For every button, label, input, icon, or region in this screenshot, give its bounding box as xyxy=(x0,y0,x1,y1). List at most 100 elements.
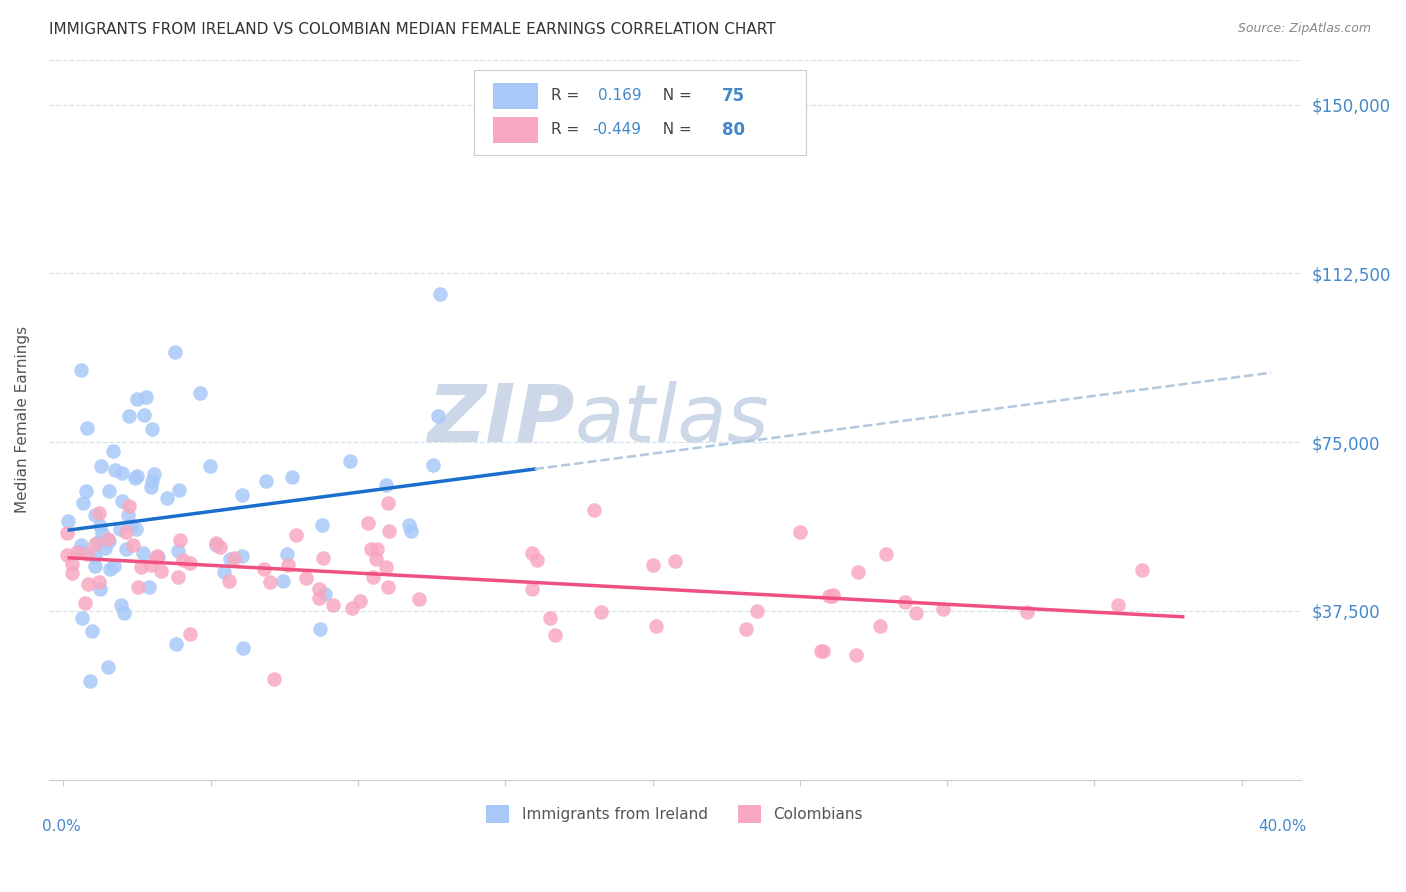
Point xyxy=(422,458,444,472)
Point xyxy=(111,466,134,480)
Text: N =: N = xyxy=(654,88,697,103)
Point xyxy=(98,484,121,499)
Point xyxy=(55,525,77,540)
Point xyxy=(149,564,172,578)
Text: Source: ZipAtlas.com: Source: ZipAtlas.com xyxy=(1237,22,1371,36)
Point xyxy=(110,598,132,612)
Point xyxy=(129,560,152,574)
Point xyxy=(97,532,120,546)
Point xyxy=(72,496,94,510)
Point xyxy=(146,549,169,564)
Point xyxy=(131,546,153,560)
Point xyxy=(398,517,420,532)
Point xyxy=(366,551,388,566)
Point xyxy=(811,644,834,658)
Text: 80: 80 xyxy=(723,121,745,139)
Point xyxy=(79,673,101,688)
Point xyxy=(118,409,141,423)
Point xyxy=(167,544,190,558)
Point xyxy=(399,524,422,539)
Point xyxy=(308,582,330,597)
Point xyxy=(172,553,194,567)
FancyBboxPatch shape xyxy=(494,83,538,109)
Point xyxy=(94,541,117,555)
Point xyxy=(125,468,148,483)
Point xyxy=(112,606,135,620)
Point xyxy=(218,574,240,589)
Point xyxy=(277,558,299,573)
Point xyxy=(205,536,228,550)
Point xyxy=(169,533,191,547)
Point xyxy=(280,469,302,483)
Point xyxy=(58,514,80,528)
Point xyxy=(87,575,110,590)
Point xyxy=(75,483,97,498)
Point xyxy=(139,558,162,573)
Point xyxy=(84,559,107,574)
Point xyxy=(349,594,371,608)
Point xyxy=(76,421,98,435)
Point xyxy=(308,591,330,606)
Point xyxy=(526,553,548,567)
Point xyxy=(179,556,201,570)
Point xyxy=(76,547,98,561)
Point xyxy=(311,517,333,532)
Point xyxy=(125,522,148,536)
Point xyxy=(1130,563,1153,577)
Point xyxy=(427,409,450,423)
Point xyxy=(284,528,307,542)
Point xyxy=(252,562,274,576)
Point xyxy=(72,610,94,624)
Point xyxy=(378,524,401,538)
Text: R =: R = xyxy=(551,88,593,103)
Point xyxy=(77,577,100,591)
Text: 0.169: 0.169 xyxy=(599,88,643,103)
Point xyxy=(89,519,111,533)
Point xyxy=(82,624,104,639)
Point xyxy=(89,582,111,596)
Point xyxy=(98,561,121,575)
Point xyxy=(84,537,107,551)
Point xyxy=(932,602,955,616)
Point xyxy=(90,525,112,540)
Point xyxy=(167,569,190,583)
Point xyxy=(146,549,169,564)
Point xyxy=(429,286,451,301)
Point xyxy=(156,491,179,505)
Point xyxy=(869,618,891,632)
Point xyxy=(55,548,77,562)
Point xyxy=(821,589,844,603)
Point xyxy=(125,392,148,406)
Point xyxy=(111,494,134,508)
Point xyxy=(589,605,612,619)
Text: IMMIGRANTS FROM IRELAND VS COLOMBIAN MEDIAN FEMALE EARNINGS CORRELATION CHART: IMMIGRANTS FROM IRELAND VS COLOMBIAN MED… xyxy=(49,22,776,37)
Point xyxy=(374,560,396,574)
Point xyxy=(1107,599,1129,613)
Point xyxy=(231,549,253,563)
Point xyxy=(188,386,211,401)
Point xyxy=(810,643,832,657)
Point xyxy=(60,557,83,571)
Point xyxy=(212,565,235,579)
Point xyxy=(1017,605,1039,619)
Point xyxy=(224,551,246,566)
Point xyxy=(70,363,93,377)
Point xyxy=(340,601,363,615)
Point xyxy=(263,672,285,686)
Point xyxy=(117,508,139,522)
Point xyxy=(141,422,163,436)
Point xyxy=(339,454,361,468)
Point xyxy=(894,595,917,609)
Point xyxy=(905,606,928,620)
Point xyxy=(664,554,686,568)
Point xyxy=(69,538,91,552)
Point xyxy=(231,487,253,501)
Point xyxy=(115,541,138,556)
Text: 40.0%: 40.0% xyxy=(1258,819,1306,834)
Point xyxy=(86,534,108,549)
Point xyxy=(643,558,665,572)
Point xyxy=(735,622,758,636)
Point xyxy=(83,549,105,564)
Point xyxy=(360,541,382,556)
Point xyxy=(120,517,142,532)
